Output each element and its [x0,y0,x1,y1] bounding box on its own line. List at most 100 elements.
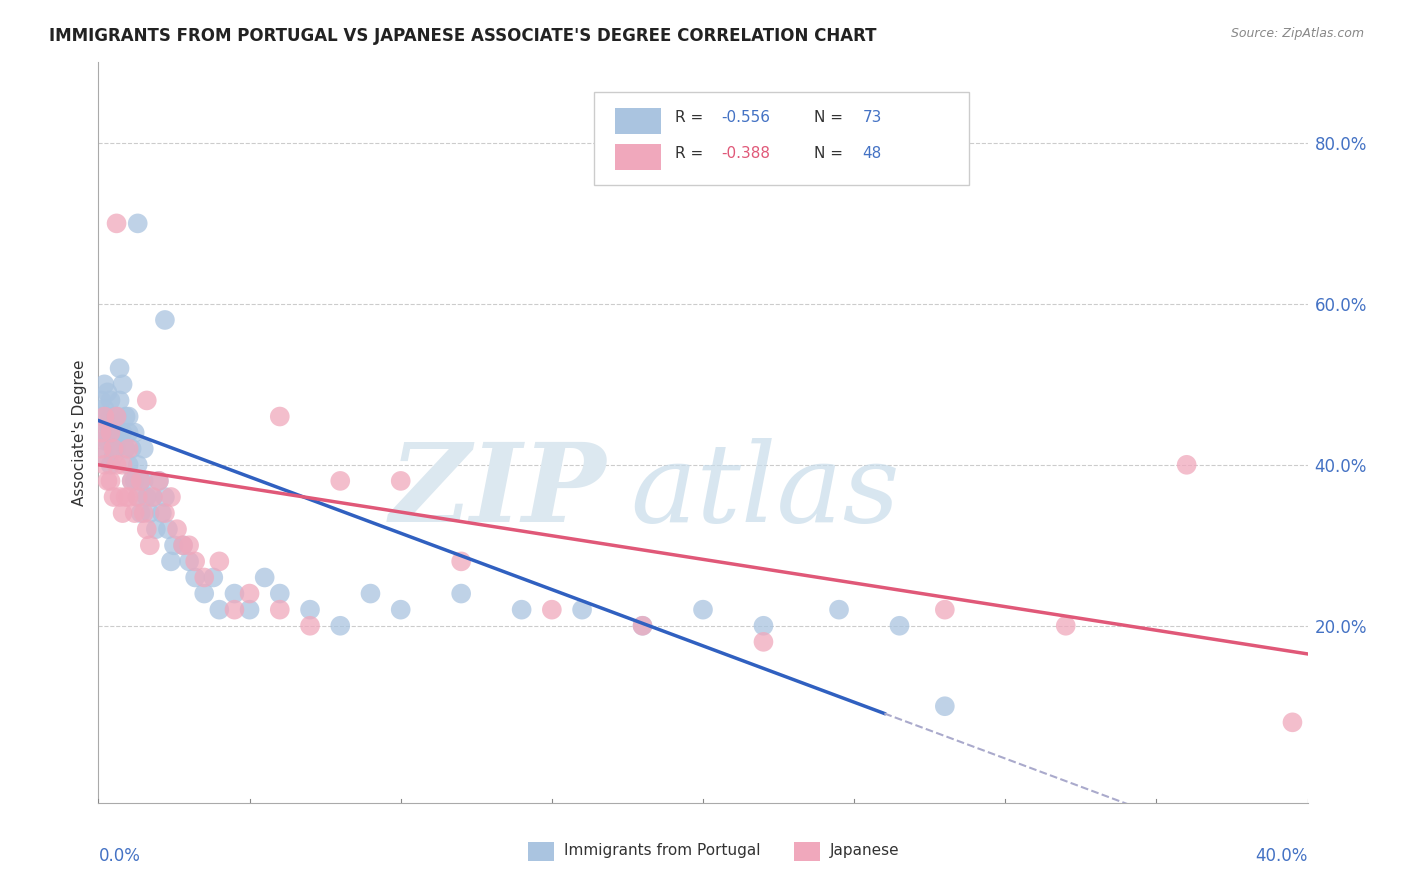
Point [108,361,131,376]
Point [129,474,152,488]
Point [934,699,956,714]
Text: Japanese: Japanese [830,844,900,858]
Point [450,586,472,600]
Point [239,586,262,600]
Point [148,474,170,488]
Text: N =: N = [814,111,848,126]
Text: ZIP: ZIP [389,438,606,546]
Point [540,602,562,616]
Point [90,393,112,408]
Point [103,490,125,504]
Point [1281,715,1303,730]
Point [179,554,201,568]
Point [93,450,115,464]
Point [90,442,112,456]
Point [124,425,146,440]
Point [1054,619,1077,633]
Point [934,602,956,616]
Text: 48: 48 [863,146,882,161]
Point [118,442,141,456]
Point [135,490,157,504]
Point [127,490,149,504]
Point [124,506,146,520]
Text: R =: R = [675,146,709,161]
Point [93,377,115,392]
Point [889,619,911,633]
Text: 73: 73 [863,111,882,126]
Point [450,554,472,568]
Point [121,474,143,488]
Point [103,450,125,464]
Point [269,586,291,600]
Point [631,619,654,633]
Point [96,474,118,488]
Point [100,393,122,408]
Point [114,490,136,504]
Point [100,425,122,440]
Point [1175,458,1198,472]
Point [114,409,136,424]
Point [96,434,118,448]
Point [108,490,131,504]
Point [105,425,128,440]
Text: -0.556: -0.556 [721,111,770,126]
Point [90,425,112,440]
Point [127,490,149,504]
Point [100,409,122,424]
Point [166,522,188,536]
Point [139,538,162,552]
Point [105,409,128,424]
Text: 40.0%: 40.0% [1256,847,1308,865]
Point [100,425,122,440]
Point [111,425,134,440]
Point [96,417,118,432]
Bar [527,842,554,861]
Point [224,586,246,600]
Point [360,586,382,600]
Point [108,393,131,408]
Point [145,522,167,536]
Point [111,377,134,392]
Point [631,619,654,633]
Point [132,506,155,520]
Point [156,522,179,536]
Point [153,490,176,504]
Point [90,425,112,440]
Point [127,458,149,472]
Text: IMMIGRANTS FROM PORTUGAL VS JAPANESE ASSOCIATE'S DEGREE CORRELATION CHART: IMMIGRANTS FROM PORTUGAL VS JAPANESE ASS… [49,27,877,45]
Point [184,554,207,568]
Point [100,458,122,472]
Point [160,554,183,568]
Point [752,619,775,633]
Point [124,474,146,488]
Point [150,506,173,520]
Point [96,385,118,400]
Point [114,442,136,456]
Text: N =: N = [814,146,848,161]
Point [105,216,128,230]
Text: Immigrants from Portugal: Immigrants from Portugal [564,844,761,858]
FancyBboxPatch shape [595,92,969,185]
Point [269,409,291,424]
Point [160,490,183,504]
Point [132,474,155,488]
Point [105,458,128,472]
Point [163,538,186,552]
Point [118,490,141,504]
Point [208,554,231,568]
Point [299,619,322,633]
Point [90,409,112,424]
Point [184,570,207,584]
Point [389,474,412,488]
Point [135,522,157,536]
Point [129,506,152,520]
Point [239,602,262,616]
Point [193,570,215,584]
Point [93,458,115,472]
Point [103,442,125,456]
Point [179,538,201,552]
Point [121,442,143,456]
Point [142,490,165,504]
Point [127,216,149,230]
Point [93,409,115,424]
